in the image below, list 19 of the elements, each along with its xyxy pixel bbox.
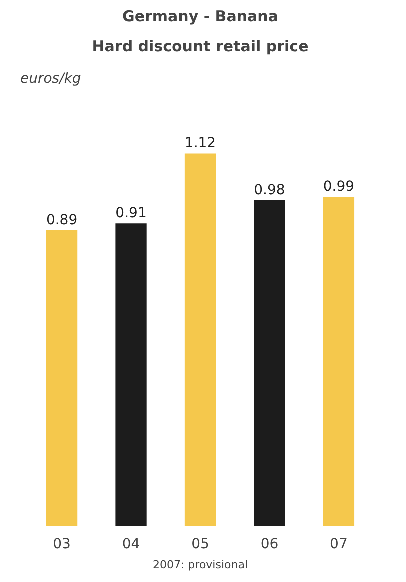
chart-subtitle: Hard discount retail price bbox=[92, 38, 309, 56]
x-tick-label: 05 bbox=[192, 536, 210, 552]
data-label: 0.89 bbox=[46, 212, 78, 228]
bar bbox=[184, 154, 216, 526]
y-axis-title: euros/kg bbox=[20, 71, 82, 88]
x-tick-label: 07 bbox=[330, 536, 348, 552]
bar bbox=[116, 224, 147, 526]
data-label: 0.98 bbox=[254, 182, 286, 198]
data-label: 1.12 bbox=[184, 136, 216, 152]
bar bbox=[323, 196, 355, 526]
data-label: 0.91 bbox=[116, 206, 147, 222]
x-tick-label: 06 bbox=[260, 536, 279, 552]
x-tick-label: 04 bbox=[122, 536, 140, 552]
bar bbox=[46, 230, 78, 526]
x-tick-label: 03 bbox=[53, 536, 71, 552]
bar bbox=[254, 200, 286, 526]
data-label: 0.99 bbox=[323, 178, 355, 195]
text: 2007: provisional bbox=[152, 558, 248, 572]
chart-title: Germany - Banana bbox=[122, 8, 278, 26]
